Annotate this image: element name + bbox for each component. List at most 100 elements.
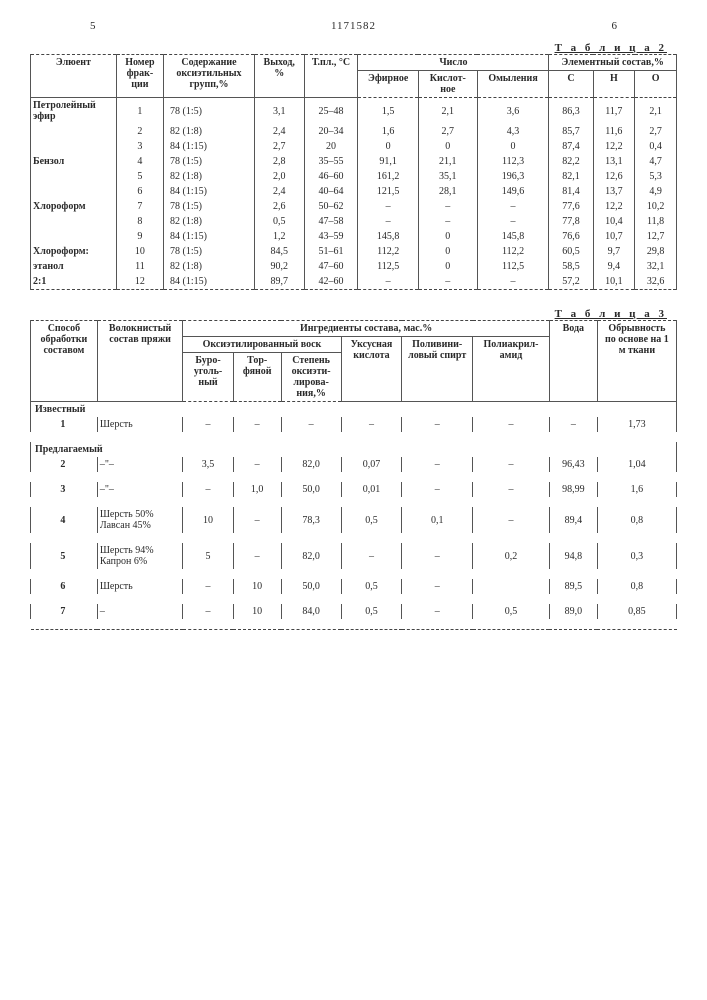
h3-pva: Поливини-ловый спирт [402,337,473,402]
cell: 11,7 [593,98,635,125]
cell: 9,4 [593,259,635,274]
cell: 1,5 [358,98,418,125]
cell [473,579,550,594]
cell: 50–62 [304,199,358,214]
cell: 4 [31,507,98,533]
cell: – [233,457,281,472]
cell: – [477,214,549,229]
cell: 20 [304,139,358,154]
cell: – [473,417,550,432]
cell: 11,6 [593,124,635,139]
cell: – [97,604,183,619]
cell: 11 [116,259,163,274]
section-row: Предлагаемый [31,442,677,457]
cell: 5 [183,543,233,569]
table-row: Хлороформ:1078 (1:5)84,551–61112,20112,2… [31,244,677,259]
table-row: Бензол478 (1:5)2,835–5591,121,1112,382,2… [31,154,677,169]
cell: 145,8 [358,229,418,244]
cell: 78 (1:5) [163,244,254,259]
cell: 112,3 [477,154,549,169]
cell: 145,8 [477,229,549,244]
cell: – [402,604,473,619]
cell: – [549,417,597,432]
cell: Петролейный эфир [31,98,117,125]
table-row: 6Шерсть–1050,00,5–89,50,8 [31,579,677,594]
cell: 0 [418,244,477,259]
cell: 46–60 [304,169,358,184]
cell: 78 (1:5) [163,199,254,214]
h-C: C [549,71,593,98]
cell: 77,8 [549,214,593,229]
cell: – [233,507,281,533]
cell: 0 [418,139,477,154]
cell: – [183,579,233,594]
cell: 90,2 [254,259,304,274]
cell: 20–34 [304,124,358,139]
cell: 2,4 [254,184,304,199]
cell: 12,2 [593,139,635,154]
cell [31,229,117,244]
cell: 1,04 [597,457,676,472]
cell: Бензол [31,154,117,169]
cell: 10,1 [593,274,635,290]
cell: 3 [116,139,163,154]
cell: 76,6 [549,229,593,244]
h-yield: Выход, % [254,55,304,98]
cell: 43–59 [304,229,358,244]
cell: 32,6 [635,274,677,290]
h-chislo: Число [358,55,549,71]
table-3: Способ обработки составом Волокнистый со… [30,320,677,630]
cell: 51–61 [304,244,358,259]
table-row: 5Шерсть 94% Капрон 6%5–82,0––0,294,80,3 [31,543,677,569]
cell: 3 [31,482,98,497]
cell: 8 [116,214,163,229]
h-omyl: Омыления [477,71,549,98]
cell: 0,85 [597,604,676,619]
cell: Хлороформ [31,199,117,214]
cell: 121,5 [358,184,418,199]
cell: 82,0 [281,457,341,472]
section-label: Предлагаемый [31,442,677,457]
cell: 42–60 [304,274,358,290]
cell: 112,5 [477,259,549,274]
cell: 4 [116,154,163,169]
h3-degree: Степень оксиэти-лирова-ния,% [281,353,341,402]
cell: Шерсть 50% Лавсан 45% [97,507,183,533]
cell: 13,7 [593,184,635,199]
cell: 40–64 [304,184,358,199]
cell: 1,0 [233,482,281,497]
cell: 10,7 [593,229,635,244]
section-row: Известный [31,402,677,418]
cell: 77,6 [549,199,593,214]
cell: –"– [97,482,183,497]
cell: 89,0 [549,604,597,619]
cell: 94,8 [549,543,597,569]
cell: 2,1 [418,98,477,125]
cell: 10,4 [593,214,635,229]
cell: Шерсть 94% Капрон 6% [97,543,183,569]
cell: 50,0 [281,579,341,594]
cell: 2,7 [254,139,304,154]
cell: – [183,482,233,497]
cell: 10,2 [635,199,677,214]
cell: 2,1 [635,98,677,125]
cell: – [183,604,233,619]
cell: 3,1 [254,98,304,125]
h-fracno: Номер фрак-ции [116,55,163,98]
cell: 0,1 [402,507,473,533]
cell: 2:1 [31,274,117,290]
cell: 2,4 [254,124,304,139]
cell [31,139,117,154]
cell: 82 (1:8) [163,124,254,139]
cell: 0,8 [597,507,676,533]
table-row: 684 (1:15)2,440–64121,528,1149,681,413,7… [31,184,677,199]
cell: 12,6 [593,169,635,184]
cell: 1,6 [597,482,676,497]
cell: – [473,507,550,533]
h-O: O [635,71,677,98]
cell: 60,5 [549,244,593,259]
cell: 86,3 [549,98,593,125]
cell: 5 [31,543,98,569]
table-row: 984 (1:15)1,243–59145,80145,876,610,712,… [31,229,677,244]
table-row: 882 (1:8)0,547–58–––77,810,411,8 [31,214,677,229]
